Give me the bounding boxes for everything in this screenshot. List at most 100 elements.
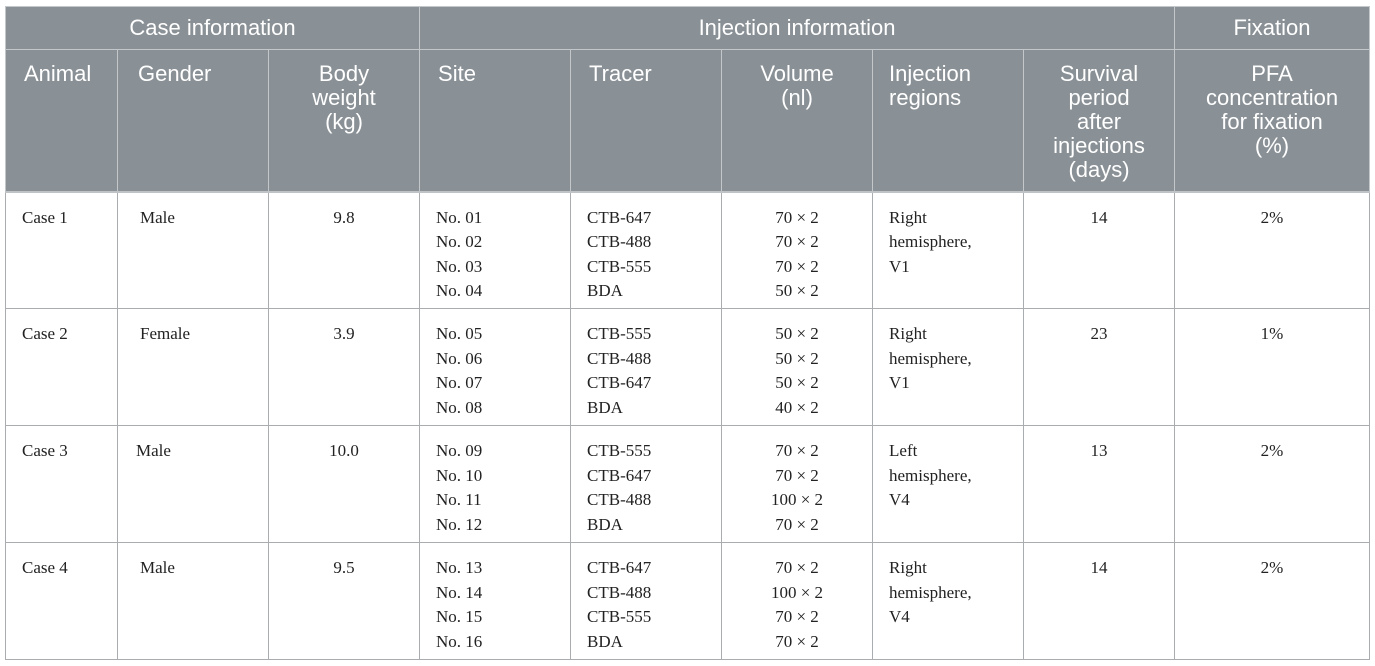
- volume-value: 100 × 2: [770, 582, 824, 602]
- cell-pfa: 2%: [1174, 542, 1371, 660]
- volume-value: 50 × 2: [775, 348, 819, 368]
- site-id: No. 12: [436, 514, 483, 534]
- table-row: Case 1 Male 9.8 No. 01 No. 02 No. 03 No.…: [5, 190, 1371, 309]
- cell-sites: No. 05 No. 06 No. 07 No. 08: [419, 308, 572, 426]
- volume-value: 50 × 2: [775, 324, 819, 343]
- site-id: No. 03: [436, 256, 483, 276]
- volume-value: 70 × 2: [775, 465, 819, 485]
- case-table: Case information Injection information F…: [4, 6, 1371, 660]
- site-id: No. 09: [436, 441, 483, 460]
- tracer-name: CTB-555: [587, 324, 652, 343]
- tracer-name: CTB-647: [587, 373, 652, 392]
- group-header-row: Case information Injection information F…: [4, 6, 1371, 50]
- tracer-name: CTB-555: [587, 607, 652, 626]
- col-header-volume: Volume (nl): [721, 49, 874, 192]
- region-line: V1: [889, 373, 910, 392]
- volume-value: 50 × 2: [775, 373, 819, 392]
- region-line: hemisphere,: [889, 232, 972, 251]
- col-header-injection-regions-line: Injection: [889, 61, 971, 86]
- site-id: No. 10: [436, 465, 483, 485]
- col-header-survival-line: period: [1068, 85, 1130, 110]
- region-line: Left: [889, 441, 918, 460]
- col-header-pfa-line: PFA: [1251, 61, 1293, 86]
- col-header-animal: Animal: [5, 49, 118, 192]
- cell-volumes: 50 × 2 50 × 2 50 × 2 40 × 2: [721, 308, 874, 426]
- region-line: Right: [889, 558, 927, 577]
- group-fixation: Fixation: [1174, 6, 1371, 50]
- col-header-survival-line: after: [1077, 109, 1122, 134]
- volume-value: 100 × 2: [770, 490, 824, 509]
- tracer-name: BDA: [587, 514, 623, 534]
- cell-animal: Case 2: [5, 308, 118, 426]
- col-header-gender: Gender: [117, 49, 269, 192]
- volume-value: 70 × 2: [775, 558, 819, 577]
- cell-animal: Case 4: [5, 542, 118, 660]
- cell-sites: No. 09 No. 10 No. 11 No. 12: [419, 425, 572, 543]
- tracer-name: CTB-488: [587, 232, 652, 251]
- region-line: Right: [889, 207, 927, 227]
- volume-value: 70 × 2: [775, 256, 819, 276]
- table-row: Case 4 Male 9.5 No. 13 No. 14 No. 15 No.…: [5, 542, 1371, 660]
- col-header-tracer: Tracer: [570, 49, 723, 192]
- col-header-body-weight-line: (kg): [325, 109, 363, 134]
- tracer-name: CTB-488: [587, 582, 652, 602]
- site-id: No. 01: [436, 207, 483, 227]
- cell-volumes: 70 × 2 100 × 2 70 × 2 70 × 2: [721, 542, 874, 660]
- region-line: hemisphere,: [889, 465, 972, 485]
- col-header-pfa-concentration: PFA concentration for fixation (%): [1174, 49, 1371, 192]
- col-header-injection-regions-line: regions: [889, 85, 962, 110]
- column-header-row: Animal Gender Body weight (kg) Site Trac…: [5, 49, 1371, 192]
- cell-volumes: 70 × 2 70 × 2 100 × 2 70 × 2: [721, 425, 874, 543]
- tracer-name: CTB-647: [587, 207, 652, 227]
- site-id: No. 16: [436, 631, 483, 651]
- cell-survival: 23: [1023, 308, 1176, 426]
- group-injection-information: Injection information: [419, 6, 1176, 50]
- col-header-volume-line: (nl): [781, 85, 813, 110]
- volume-value: 50 × 2: [775, 281, 819, 300]
- col-header-body-weight-line: weight: [312, 85, 376, 110]
- site-id: No. 15: [436, 607, 483, 626]
- cell-body-weight: 10.0: [267, 425, 421, 543]
- cell-pfa: 1%: [1174, 308, 1371, 426]
- col-header-site: Site: [419, 49, 572, 192]
- cell-body-weight: 9.8: [267, 190, 421, 309]
- cell-injection-regions: Right hemisphere, V4: [872, 542, 1025, 660]
- col-header-injection-regions: Injection regions: [872, 49, 1025, 192]
- volume-value: 70 × 2: [775, 207, 819, 227]
- col-header-pfa-line: (%): [1254, 133, 1290, 158]
- cell-pfa: 2%: [1174, 190, 1371, 309]
- cell-tracers: CTB-647 CTB-488 CTB-555 BDA: [570, 542, 723, 660]
- site-id: No. 06: [436, 348, 483, 368]
- site-id: No. 05: [436, 324, 483, 343]
- cell-body-weight: 9.5: [267, 542, 421, 660]
- region-line: hemisphere,: [889, 582, 972, 602]
- col-header-volume-line: Volume: [760, 61, 834, 86]
- tracer-name: CTB-488: [587, 490, 652, 509]
- tracer-name: BDA: [587, 397, 623, 417]
- group-case-information: Case information: [4, 6, 421, 50]
- tracer-name: CTB-647: [587, 558, 652, 577]
- tracer-name: CTB-555: [587, 441, 652, 460]
- cell-gender: Male: [117, 542, 269, 660]
- site-id: No. 13: [436, 558, 483, 577]
- volume-value: 70 × 2: [775, 441, 819, 460]
- cell-injection-regions: Left hemisphere, V4: [872, 425, 1025, 543]
- cell-tracers: CTB-647 CTB-488 CTB-555 BDA: [570, 190, 723, 309]
- tracer-name: CTB-488: [587, 348, 652, 368]
- cell-gender: Male: [117, 190, 269, 309]
- cell-volumes: 70 × 2 70 × 2 70 × 2 50 × 2: [721, 190, 874, 309]
- cell-injection-regions: Right hemisphere, V1: [872, 190, 1025, 309]
- cell-tracers: CTB-555 CTB-647 CTB-488 BDA: [570, 425, 723, 543]
- col-header-survival-line: (days): [1068, 157, 1130, 182]
- col-header-survival-period: Survival period after injections (days): [1023, 49, 1176, 192]
- cell-animal: Case 3: [5, 425, 118, 543]
- volume-value: 70 × 2: [775, 514, 819, 534]
- volume-value: 70 × 2: [775, 607, 819, 626]
- col-header-body-weight: Body weight (kg): [267, 49, 421, 192]
- site-id: No. 02: [436, 232, 483, 251]
- table-row: Case 3 Male 10.0 No. 09 No. 10 No. 11 No…: [5, 425, 1371, 543]
- volume-value: 40 × 2: [775, 397, 819, 417]
- site-id: No. 08: [436, 397, 483, 417]
- site-id: No. 14: [436, 582, 483, 602]
- volume-value: 70 × 2: [775, 631, 819, 651]
